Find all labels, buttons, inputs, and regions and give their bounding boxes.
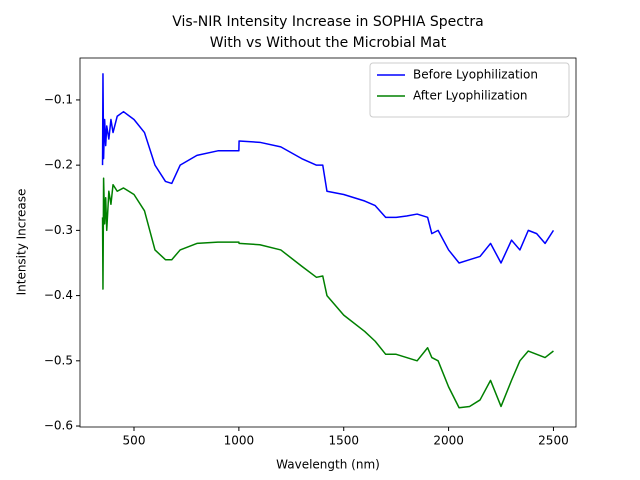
y-tick-label: −0.5	[44, 353, 73, 367]
x-tick-label: 2500	[538, 434, 569, 448]
x-axis-label: Wavelength (nm)	[276, 458, 380, 472]
y-tick-label: −0.1	[44, 92, 73, 106]
plot-frame	[79, 57, 577, 428]
x-tick-label: 1000	[224, 434, 255, 448]
y-tick-label: −0.3	[44, 223, 73, 237]
line-series	[101, 177, 554, 409]
legend-label: After Lyophilization	[413, 89, 528, 103]
y-tick-label: −0.4	[44, 288, 73, 302]
y-axis-label: Intensity Increase	[15, 189, 29, 296]
x-tick-label: 500	[123, 434, 146, 448]
x-tick-label: 1500	[328, 434, 359, 448]
line-series	[101, 73, 555, 264]
x-tick-label: 2000	[433, 434, 464, 448]
legend-box	[369, 62, 570, 118]
legend-label: Before Lyophilization	[413, 68, 538, 82]
chart-title: Vis-NIR Intensity Increase in SOPHIA Spe…	[172, 14, 484, 30]
y-tick-label: −0.2	[44, 158, 73, 172]
y-tick-label: −0.6	[44, 419, 73, 433]
chart-title: With vs Without the Microbial Mat	[210, 35, 447, 51]
